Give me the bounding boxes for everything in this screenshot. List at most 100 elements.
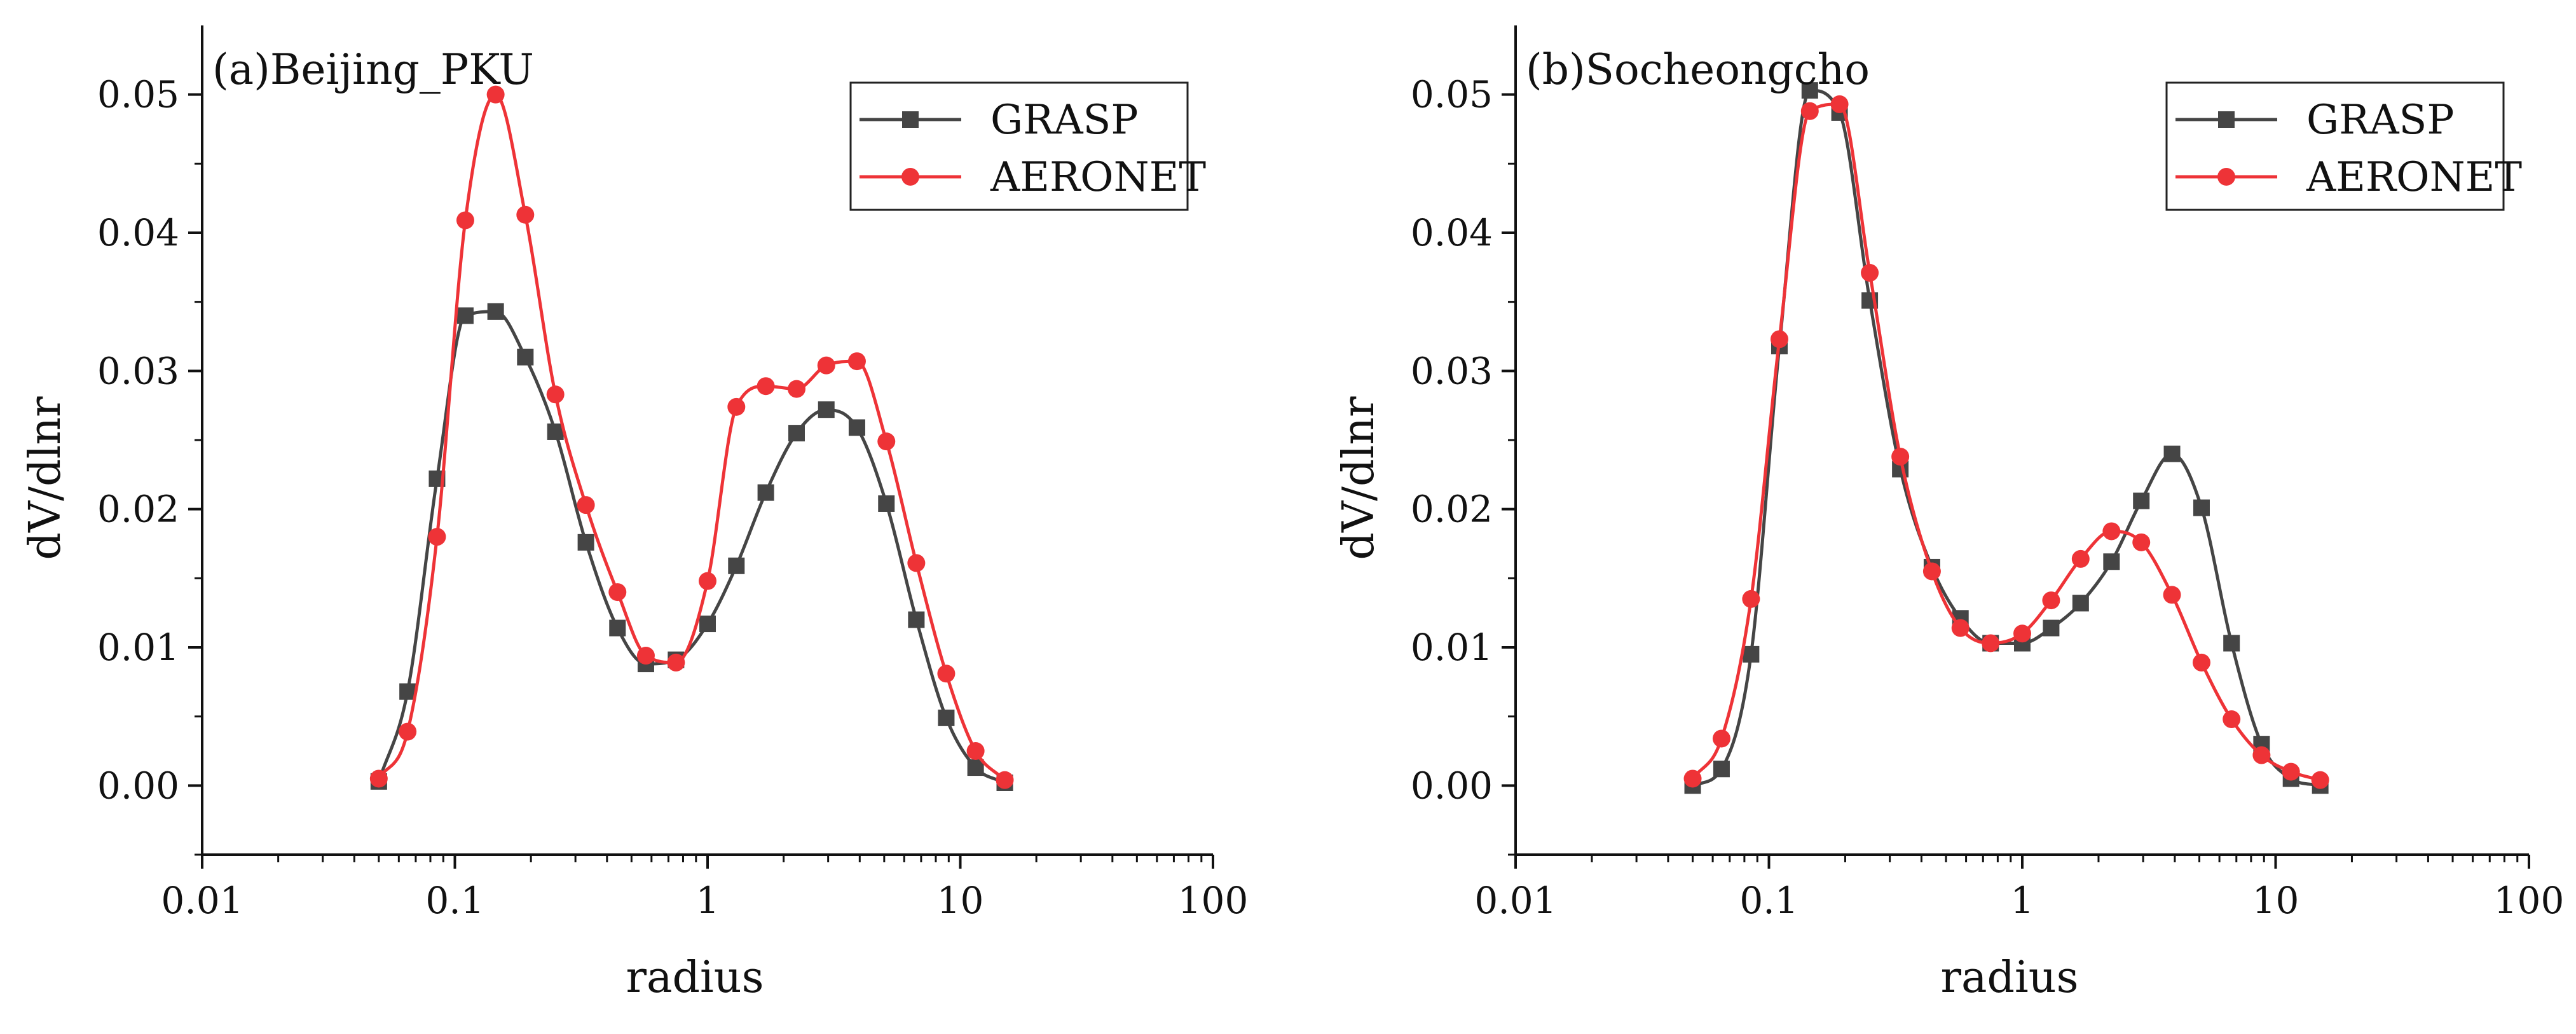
panel-b-legend-swatch-marker [2217, 168, 2235, 186]
panel-a-grasp-point [456, 307, 474, 324]
panel-a-legend-swatch-marker [902, 111, 919, 128]
panel-b-aeronet-point [2311, 771, 2329, 789]
panel-b-grasp-point [2103, 553, 2120, 570]
panel-a-aeronet-point [667, 653, 685, 672]
panel-a-y-tick-label: 0.00 [97, 764, 179, 807]
panel-a-aeronet-point [608, 583, 627, 602]
panel-a-aeronet-point [966, 742, 985, 760]
panel-b-grasp-point [1801, 82, 1818, 99]
panel-b-y-tick-label: 0.03 [1411, 349, 1493, 392]
panel-b-legend-swatch-marker [2218, 111, 2235, 128]
panel-a-y-tick-label: 0.05 [97, 73, 179, 116]
panel-a-aeronet-point [996, 771, 1014, 789]
panel-b-aeronet-point [2163, 586, 2181, 604]
panel-a-y-axis-title: dV/dlnr [20, 396, 71, 560]
panel-b-legend-label-grasp: GRASP [2306, 97, 2454, 144]
panel-a-grasp-point [487, 303, 504, 320]
panel-a-grasp-point [848, 419, 865, 436]
panel-a-legend-box [849, 81, 1189, 211]
panel-a-grasp-point [878, 495, 895, 512]
panel-b-aeronet-point [2252, 746, 2271, 764]
panel-b-grasp-point [2223, 635, 2240, 652]
panel-a-y-tick-label: 0.04 [97, 211, 179, 254]
panel-b-aeronet-point [2282, 762, 2300, 781]
panel-a-y-tick-label: 0.03 [97, 349, 179, 392]
panel-a-title: (a)Beijing_PKU [212, 45, 534, 94]
panel-b: radius dV/dlnr 0.00 0.01 0.02 0.03 0.04 0.05 0… [1334, 25, 2564, 1003]
panel-b-aeronet-point [1891, 448, 1910, 466]
panel-a-aeronet-point [636, 647, 655, 665]
panel-b-x-tick-label: 10 [2252, 879, 2299, 922]
panel-a-y-tick-label: 0.02 [97, 488, 179, 531]
panel-b-aeronet-point [1770, 330, 1788, 348]
panel-b-aeronet-point [1922, 562, 1941, 581]
panel-b-legend-box [2165, 81, 2505, 211]
panel-a-aeronet-point [787, 380, 805, 398]
panel-a-aeronet-point [847, 352, 866, 371]
panel-a-aeronet-point [369, 769, 388, 788]
panel-b-aeronet-point [1712, 729, 1730, 748]
panel-b-y-axis-title: dV/dlnr [1334, 396, 1384, 560]
panel-a-aeronet-point [546, 385, 565, 404]
panel-b-x-axis-title: radius [1940, 953, 2078, 1003]
panel-a-x-axis-title: radius [626, 953, 764, 1003]
panel-b-y-tick-label: 0.05 [1411, 73, 1493, 116]
panel-a-aeronet-point [907, 554, 926, 572]
panel-a-aeronet-point [699, 572, 716, 590]
panel-a-grasp-point [908, 611, 925, 628]
panel-a-grasp-point [517, 348, 534, 366]
panel-a-aeronet-point [817, 356, 835, 375]
panel-b-grasp-point [2133, 492, 2150, 509]
panel-a-grasp-point [399, 683, 416, 700]
panel-b-aeronet-point [2042, 591, 2060, 610]
panel-b-y-tick-label: 0.02 [1411, 488, 1493, 531]
panel-a-grasp-point [938, 709, 955, 726]
panel-a-grasp-point [547, 423, 564, 440]
panel-a-aeronet-point [577, 496, 595, 514]
panel-b-aeronet-point [2102, 522, 2121, 541]
panel-a-grasp-point [967, 759, 984, 776]
panel-a-grasp-point [818, 401, 835, 418]
panel-b-grasp-point [2193, 499, 2210, 516]
panel-b-y-tick-label: 0.04 [1411, 211, 1493, 254]
panel-b-aeronet-point [1982, 634, 2000, 652]
panel-a-aeronet-point [727, 397, 746, 416]
panel-a-aeronet-point [456, 211, 474, 230]
panel-b-y-tick-label: 0.01 [1411, 626, 1493, 669]
panel-a-grasp-point [728, 557, 745, 574]
panel-b-grasp-point [1743, 645, 1760, 663]
panel-b-grasp-point [2163, 445, 2181, 462]
panel-b-aeronet-point [2223, 710, 2241, 729]
panel-b-grasp-point [2072, 595, 2089, 612]
panel-a-x-tick-label: 0.1 [425, 879, 484, 922]
panel-b-aeronet-point [1861, 264, 1879, 282]
panel-a-grasp-point [757, 484, 774, 501]
panel-b-aeronet-point [1951, 619, 1970, 637]
panel-b-aeronet-point [2132, 533, 2151, 551]
panel-a-x-tick-label: 1 [696, 879, 720, 922]
panel-a-aeronet-point [757, 377, 775, 396]
panel-a-grasp-point [788, 425, 805, 442]
panel-a-aeronet-point [937, 665, 956, 683]
panel-a-aeronet-point [399, 722, 417, 741]
panel-a: radius dV/dlnr 0.00 0.01 0.02 0.03 0.04 0.05 0… [20, 25, 1248, 1003]
panel-b-grasp-point [1713, 761, 1730, 778]
panel-a-x-tick-label: 0.01 [161, 879, 243, 922]
panel-a-grasp-point [609, 619, 626, 637]
panel-b-x-tick-label: 1 [2011, 879, 2034, 922]
panel-b-aeronet-point [2192, 653, 2210, 672]
panel-a-y-tick-label: 0.01 [97, 626, 179, 669]
panel-b-aeronet-point [2071, 549, 2090, 568]
panel-b-legend-label-aeronet: AERONET [2306, 154, 2522, 201]
panel-b-aeronet-point [2013, 624, 2031, 643]
panel-a-x-tick-label: 100 [1178, 879, 1249, 922]
panel-b-x-tick-label: 100 [2494, 879, 2565, 922]
panel-a-legend-label-grasp: GRASP [990, 97, 1138, 144]
panel-a-grasp-point [699, 616, 716, 633]
panel-b-aeronet-point [1830, 95, 1849, 113]
panel-a-grasp-point [577, 534, 594, 551]
panel-b-y-tick-label: 0.00 [1411, 764, 1493, 807]
panel-a-aeronet-point [877, 432, 896, 451]
panel-b-aeronet-point [1800, 102, 1819, 120]
